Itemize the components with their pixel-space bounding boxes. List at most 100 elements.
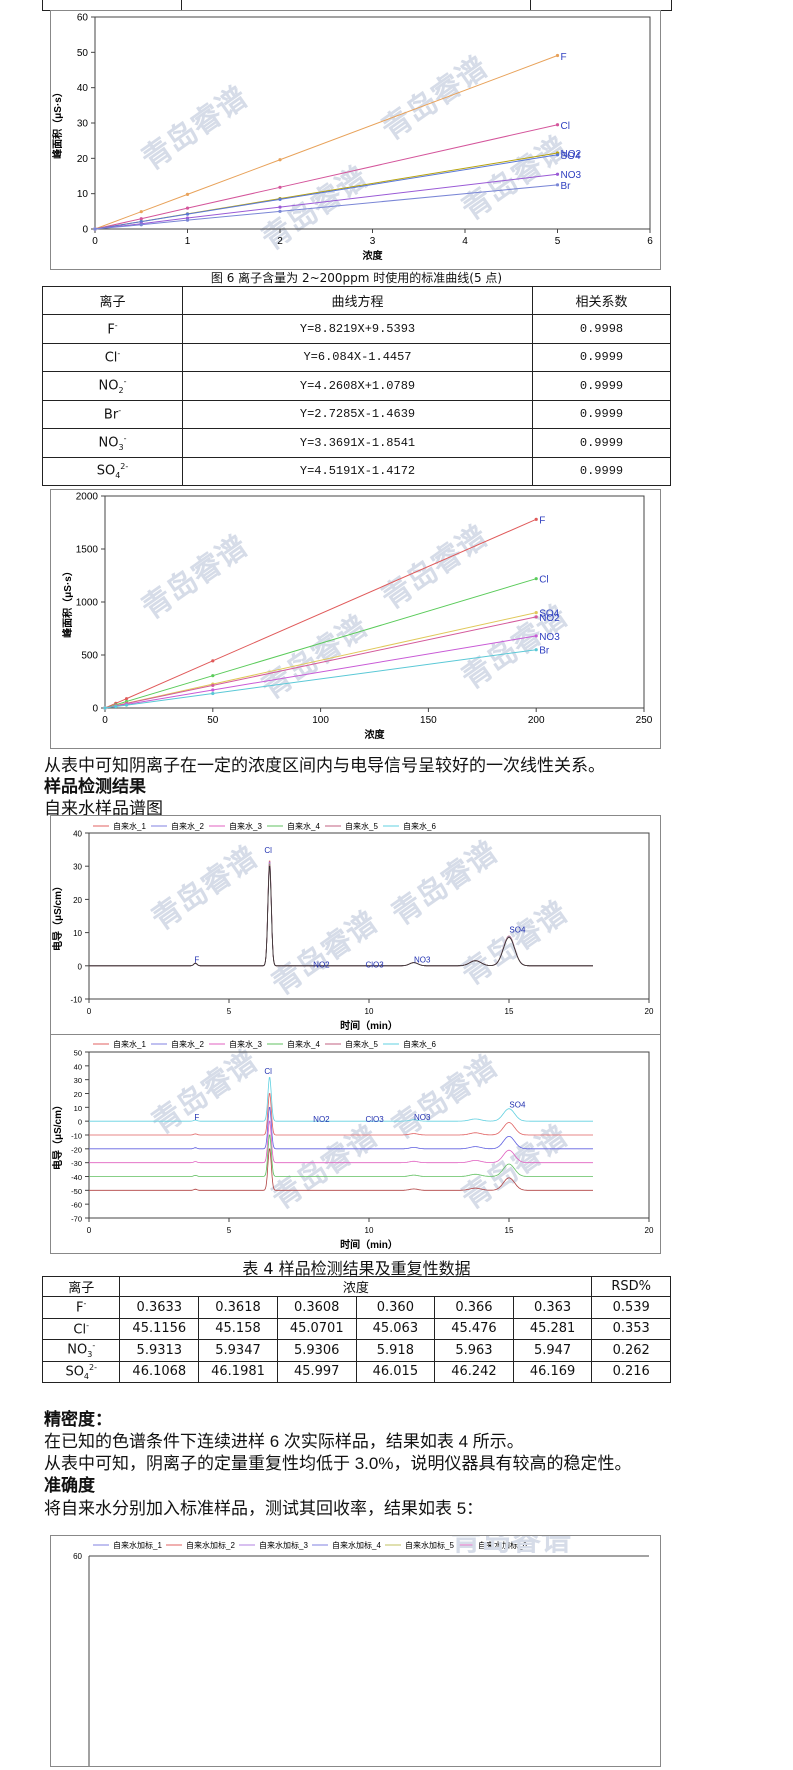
ion-symbol: Br (103, 407, 119, 423)
data-point (211, 659, 215, 663)
y-tick-label: 50 (74, 1049, 82, 1058)
x-tick-label: 4 (462, 236, 468, 247)
y-tick-label: 10 (74, 1104, 82, 1113)
ion-subscript: 3 (118, 442, 124, 452)
legend-entry: 自来水_3 (229, 1039, 262, 1049)
y-tick-label: 30 (77, 119, 89, 130)
x-tick-label: 0 (92, 236, 98, 247)
data-point (555, 153, 560, 157)
ion-superscript: - (117, 349, 121, 359)
ion-superscript: 2- (89, 1362, 97, 1372)
ion-superscript: - (86, 1320, 90, 1330)
t4-col-conc: 浓度 (119, 1276, 593, 1297)
equation-row: NO2- Y=4.2608X+1.0789 0.9999 (42, 371, 671, 401)
peak-label: Cl (264, 1067, 272, 1076)
data-point (534, 611, 538, 615)
result-ion: SO42- (41, 1360, 121, 1383)
y-tick-label: 20 (73, 896, 82, 905)
equation-ion: NO3- (42, 428, 183, 458)
result-row: Cl- 45.1156 45.158 45.0701 45.063 45.476 45.28… (41, 1317, 671, 1340)
accuracy-heading: 准确度 (44, 1476, 95, 1495)
watermark-text: 青岛睿谱 (451, 1536, 571, 1557)
watermark-text: 青岛睿谱 (456, 1120, 573, 1216)
y-tick-label: 40 (74, 1062, 82, 1071)
legend-entry: 自来水_2 (171, 1039, 204, 1049)
x-axis-label: 时间（min） (340, 1019, 398, 1032)
legend-entry: 自来水_2 (171, 821, 204, 831)
correlation-coefficient: 0.9999 (532, 399, 671, 429)
concentration-value: 45.281 (512, 1317, 593, 1340)
x-tick-label: 1 (185, 236, 191, 247)
equation-formula: Y=4.5191X-1.4172 (182, 456, 533, 486)
y-tick-label: 30 (73, 863, 82, 872)
data-point (534, 517, 538, 521)
data-point (103, 706, 107, 710)
legend-entry: 自来水加标_2 (186, 1540, 235, 1550)
peak-label: NO2 (313, 960, 330, 969)
data-point (185, 218, 190, 222)
result-ion: F- (41, 1296, 121, 1319)
peak-label: SO4 (509, 1100, 526, 1109)
watermark-text: 青岛睿谱 (386, 1050, 503, 1146)
precision-heading: 精密度： (44, 1410, 112, 1429)
y-tick-label: -20 (71, 1145, 82, 1154)
peak-label: F (194, 955, 199, 964)
rsd-value: 0.216 (591, 1360, 671, 1383)
watermark-text: 青岛睿谱 (256, 161, 373, 257)
ion-superscript: - (118, 406, 122, 416)
figure6-caption: 图 6 离子含量为 2~200ppm 时使用的标准曲线(5 点) (210, 271, 503, 285)
legend-entry: 自来水_5 (345, 1039, 378, 1049)
result-row: NO3- 5.9313 5.9347 5.9306 5.918 5.963 5.947 0.2… (41, 1339, 671, 1362)
y-tick-label: 2000 (76, 492, 99, 503)
ion-superscript: - (92, 1341, 96, 1351)
legend-entry: 自来水加标_3 (259, 1540, 308, 1550)
ion-symbol: F (76, 1300, 84, 1316)
watermark-text: 青岛睿谱 (376, 520, 493, 616)
y-tick-label: 1000 (76, 598, 99, 609)
concentration-value: 5.918 (355, 1339, 436, 1362)
y-tick-label: 1500 (76, 545, 99, 556)
legend-entry: 自来水_6 (403, 1039, 436, 1049)
y-tick-label: 0 (82, 225, 88, 236)
concentration-value: 46.242 (434, 1360, 514, 1383)
watermark-text: 青岛睿谱 (456, 896, 573, 992)
y-tick-label: -50 (71, 1187, 82, 1196)
concentration-value: 0.366 (434, 1296, 514, 1319)
ion-symbol: F (107, 321, 115, 337)
y-tick-label: 0 (92, 704, 98, 715)
series-label: NO2 (561, 149, 582, 160)
series-label: Cl (539, 575, 548, 586)
data-point (139, 223, 143, 227)
y-tick-label: 20 (74, 1090, 82, 1099)
y-tick-label: 40 (73, 830, 82, 839)
concentration-value: 46.015 (355, 1360, 436, 1383)
legend-entry: 自来水_5 (345, 821, 378, 831)
x-tick-label: 0 (87, 1007, 92, 1016)
equation-formula: Y=4.2608X+1.0789 (182, 371, 533, 401)
y-tick-label: -10 (71, 1132, 82, 1141)
linear-relation-text: 从表中可知阴离子在一定的浓度区间内与电导信号呈较好的一次线性关系。 (44, 756, 605, 775)
equation-ion: NO2- (42, 371, 183, 401)
chromatogram-trace (89, 1148, 593, 1191)
data-point (534, 648, 538, 652)
chromatogram-trace (89, 1107, 593, 1150)
data-point (211, 688, 215, 692)
y-tick-label: 40 (77, 83, 89, 94)
x-tick-label: 6 (647, 236, 653, 247)
concentration-value: 45.997 (276, 1360, 357, 1383)
concentration-value: 5.9306 (276, 1339, 357, 1362)
chromatogram-trace (89, 1134, 593, 1177)
watermark-text: 青岛睿谱 (146, 1045, 263, 1141)
x-tick-label: 150 (420, 715, 437, 726)
correlation-coefficient: 0.9999 (532, 428, 671, 458)
data-point (278, 205, 282, 209)
concentration-value: 46.169 (512, 1360, 593, 1383)
concentration-value: 0.363 (512, 1296, 593, 1319)
peak-label: NO3 (414, 955, 431, 964)
y-tick-label: 10 (73, 929, 82, 938)
concentration-value: 45.158 (198, 1317, 278, 1340)
y-tick-label: -30 (71, 1159, 82, 1168)
ion-superscript: - (114, 320, 118, 330)
concentration-value: 5.963 (434, 1339, 514, 1362)
